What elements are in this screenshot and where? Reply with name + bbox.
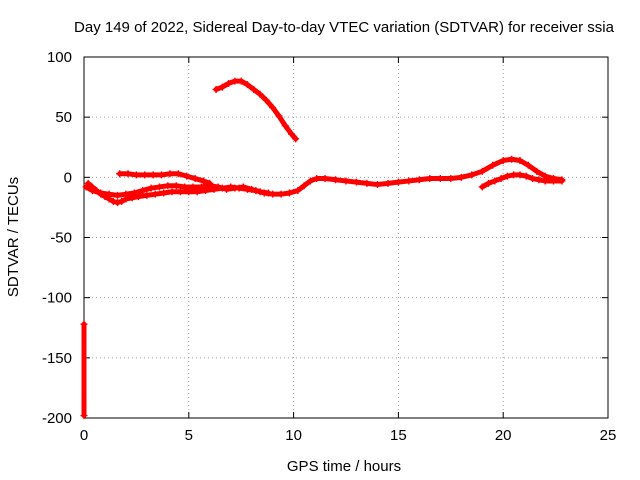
series-band [83,183,271,198]
y-tick-label: -150 [42,350,72,367]
y-tick-label: 0 [64,169,72,186]
series-band [213,78,299,142]
series-outliers [80,320,88,420]
x-axis-label: GPS time / hours [287,458,401,475]
y-tick-label: 100 [47,49,72,66]
series-arc-high [212,77,300,143]
grid-lines [84,57,608,418]
x-tick-label: 15 [390,427,407,444]
series-arc-low-1 [84,155,566,207]
plot-border [83,56,609,419]
x-tick-label: 25 [600,427,617,444]
series-arc-low-2 [82,182,272,199]
series-arc-right-low [478,171,566,191]
plot-frame [83,56,609,419]
y-tick-label: -200 [42,410,72,427]
x-tick-labels: 0 5 10 15 20 25 [80,427,617,444]
y-tick-labels: -200 -150 -100 -50 0 50 100 [42,49,72,427]
y-axis-label: SDTVAR / TECUs [5,177,22,297]
series-band [479,172,565,190]
series-band [85,156,565,206]
y-tick-label: -50 [50,230,72,247]
y-tick-label: 50 [55,109,72,126]
x-tick-label: 0 [80,427,88,444]
x-tick-label: 5 [185,427,193,444]
x-tick-label: 10 [285,427,302,444]
series-arc-top-left [116,170,214,187]
y-tick-label: -100 [42,290,72,307]
x-tick-label: 20 [495,427,512,444]
axis-ticks [83,56,609,419]
chart-title: Day 149 of 2022, Sidereal Day-to-day VTE… [74,19,615,36]
series-band [117,171,213,186]
data-points [80,77,566,420]
